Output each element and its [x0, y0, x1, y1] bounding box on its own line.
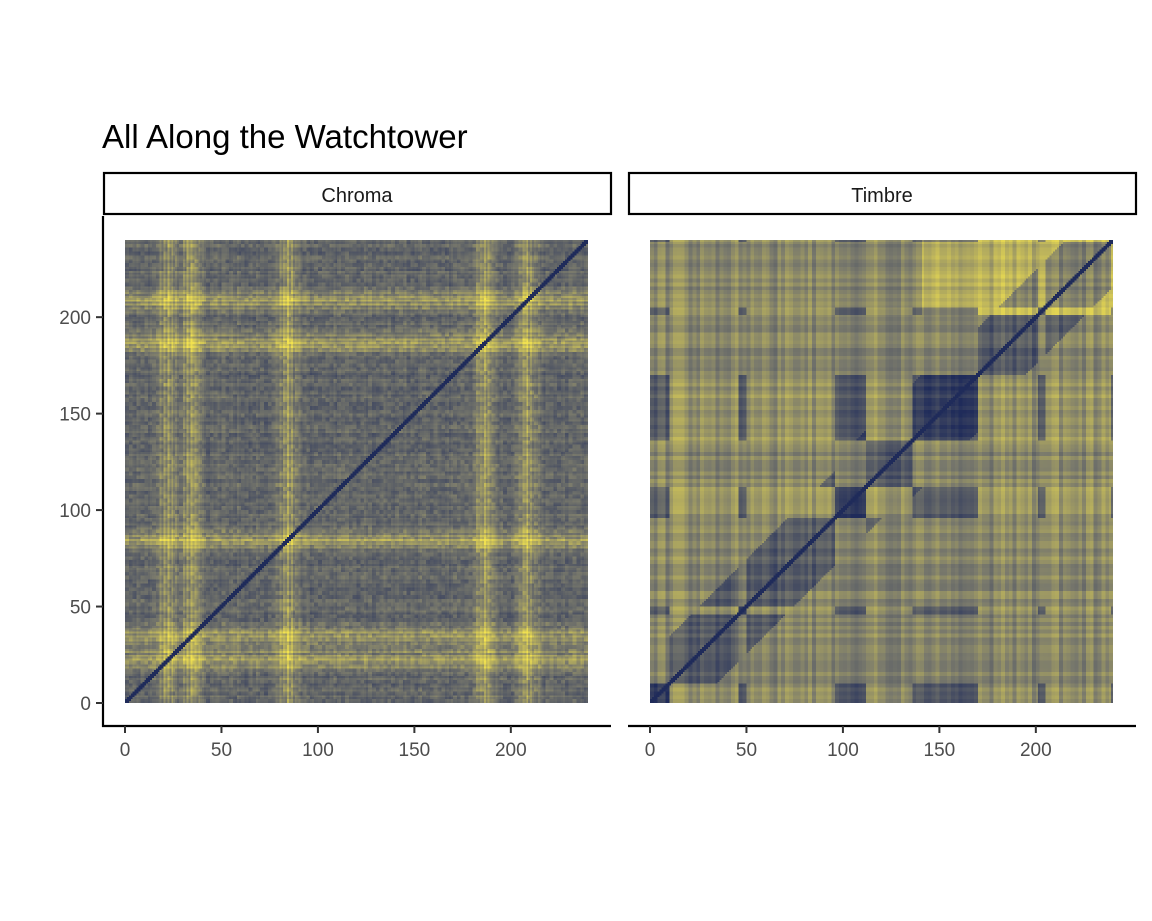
- x-tick-label: 0: [645, 740, 656, 761]
- x-tick-label: 150: [399, 740, 431, 761]
- axis-ticks: 0 50 100 150 200 0 50 100 150 200 0 50 100 150 200: [59, 308, 1051, 761]
- chart-title: All Along the Watchtower: [102, 118, 468, 155]
- facet-strip-timbre: Timbre: [627, 171, 1138, 216]
- chroma-heatmap: [125, 240, 588, 703]
- timbre-heatmap: [650, 240, 1113, 703]
- facet-strip-chroma: Chroma: [102, 171, 613, 216]
- x-tick-label: 200: [1020, 740, 1052, 761]
- y-tick-label: 100: [59, 501, 91, 522]
- facet-label-timbre: Timbre: [851, 185, 912, 207]
- y-tick-label: 50: [70, 598, 91, 619]
- y-tick-label: 0: [80, 694, 91, 715]
- x-tick-label: 100: [302, 740, 334, 761]
- x-tick-label: 150: [924, 740, 956, 761]
- y-tick-label: 200: [59, 308, 91, 329]
- x-tick-label: 50: [211, 740, 232, 761]
- facet-label-chroma: Chroma: [321, 185, 393, 207]
- x-tick-label: 50: [736, 740, 757, 761]
- x-tick-label: 200: [495, 740, 527, 761]
- y-tick-label: 150: [59, 405, 91, 426]
- x-tick-label: 100: [827, 740, 859, 761]
- x-tick-label: 0: [120, 740, 131, 761]
